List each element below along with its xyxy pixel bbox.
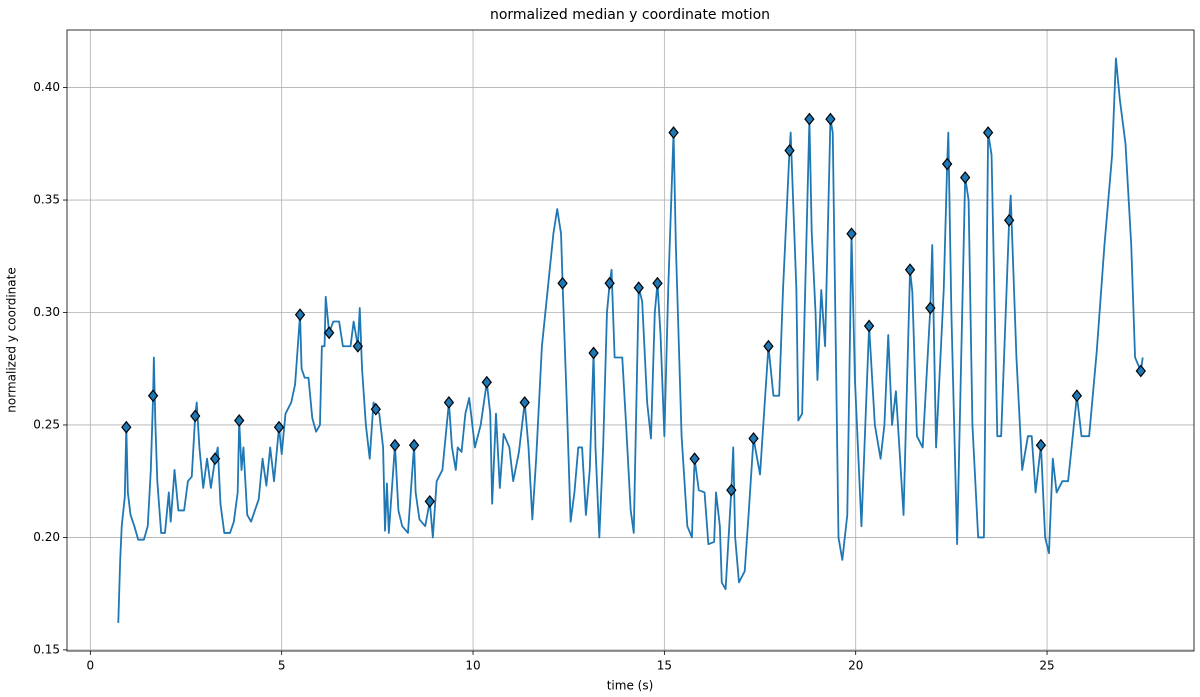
peak-marker <box>209 452 221 466</box>
peak-marker <box>942 157 953 171</box>
peak-marker <box>668 126 679 140</box>
peak-marker <box>1003 213 1015 227</box>
peak-marker <box>557 276 568 290</box>
x-tick-label: 25 <box>1039 659 1054 673</box>
peak-marker <box>604 276 615 290</box>
peak-marker <box>519 396 530 409</box>
peak-marker <box>352 339 364 353</box>
peak-marker <box>588 346 599 360</box>
peak-marker <box>763 339 774 353</box>
peak-marker <box>652 276 663 290</box>
peak-marker <box>863 319 875 333</box>
peak-marker <box>294 308 306 322</box>
x-tick-label: 20 <box>848 659 863 673</box>
y-axis-label: normalized y coordinate <box>5 267 19 412</box>
peak-marker <box>1071 389 1083 403</box>
peak-marker <box>147 389 159 403</box>
y-tick-label: 0.40 <box>33 80 60 94</box>
y-tick-label: 0.35 <box>33 193 60 207</box>
peak-marker <box>784 144 795 158</box>
peak-marker <box>804 112 815 126</box>
y-tick-label: 0.15 <box>33 642 60 656</box>
x-tick-label: 15 <box>657 659 672 673</box>
peak-marker <box>726 483 737 497</box>
x-tick-label: 10 <box>465 659 480 673</box>
peak-marker <box>748 431 759 445</box>
peak-marker <box>982 126 994 140</box>
y-tick-label: 0.20 <box>33 530 60 544</box>
peak-marker <box>323 326 335 340</box>
peak-marker <box>481 375 492 389</box>
x-tick-label: 0 <box>87 659 95 673</box>
peak-marker <box>273 420 285 434</box>
chart-title: normalized median y coordinate motion <box>490 7 770 23</box>
peak-marker <box>424 494 435 508</box>
peak-marker <box>121 420 132 434</box>
x-axis-label: time (s) <box>607 679 654 693</box>
peak-marker <box>370 402 381 416</box>
data-line <box>117 57 1144 623</box>
peak-marker <box>633 281 644 295</box>
peak-marker <box>408 438 420 452</box>
peak-marker <box>1135 364 1146 378</box>
peak-marker <box>1035 438 1047 452</box>
peak-marker <box>389 438 401 452</box>
peak-marker <box>443 396 455 409</box>
peak-marker <box>689 452 700 466</box>
peak-marker <box>825 112 836 126</box>
plot-frame <box>66 29 1195 652</box>
peak-marker <box>190 409 201 423</box>
peak-marker <box>959 171 971 185</box>
peak-marker <box>846 227 857 241</box>
peak-marker <box>904 263 916 277</box>
y-tick-label: 0.25 <box>33 417 60 431</box>
x-tick-label: 5 <box>278 659 286 673</box>
peak-marker <box>925 301 936 315</box>
peak-marker <box>234 413 245 427</box>
y-tick-label: 0.30 <box>33 305 60 319</box>
